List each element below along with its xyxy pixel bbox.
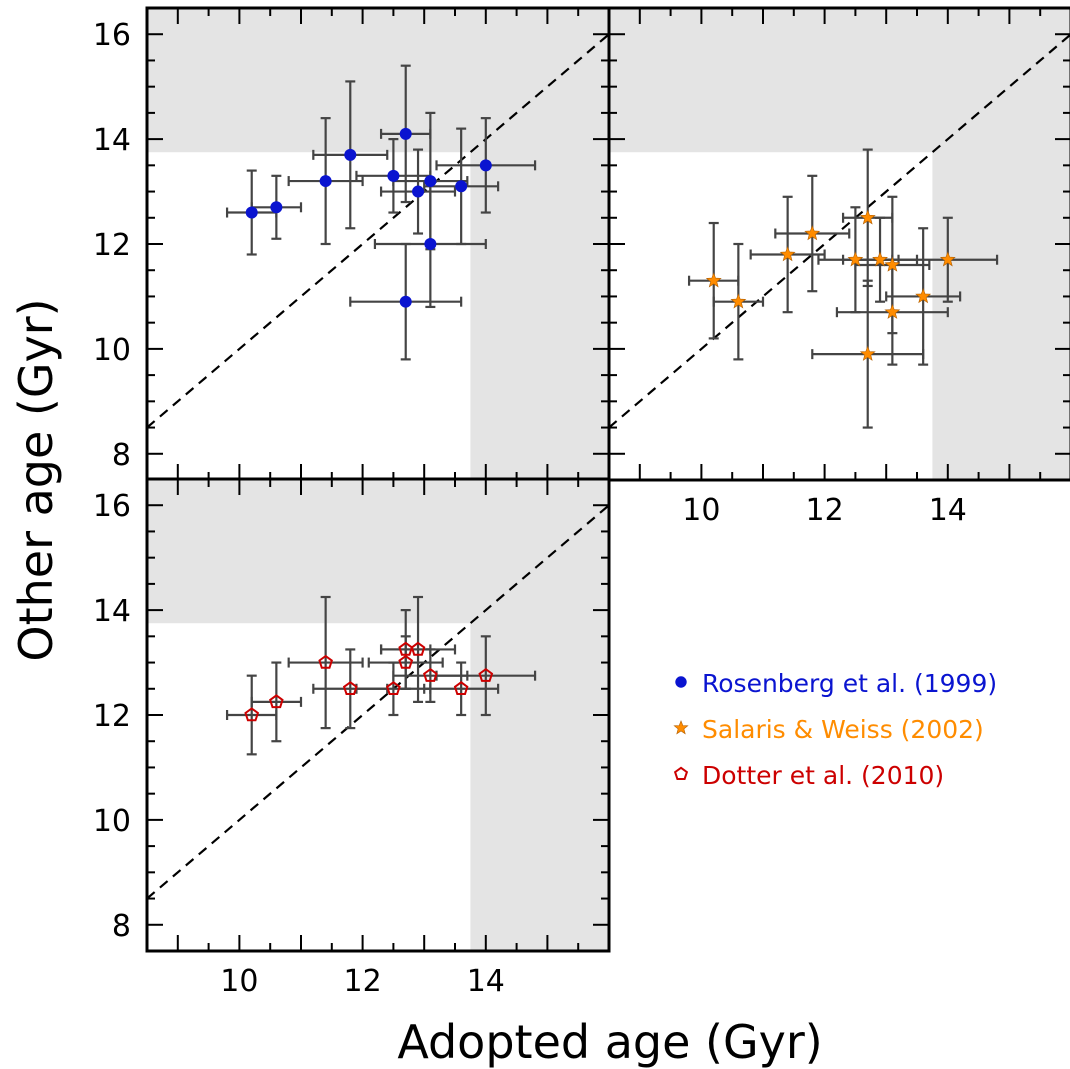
- legend-marker-salaris: [673, 720, 689, 735]
- data-point: [847, 251, 864, 267]
- panel-frame: [607, 6, 1070, 482]
- y-axis-title: Other age (Gyr): [9, 298, 63, 661]
- data-point: [269, 694, 284, 709]
- x-axis-title: Adopted age (Gyr): [397, 1015, 822, 1069]
- y-tick-label: 14: [93, 594, 131, 629]
- legend: Rosenberg et al. (1999) Salaris & Weiss …: [673, 669, 997, 790]
- data-point: [884, 303, 901, 319]
- shade-region-adopted-age: [470, 479, 609, 951]
- legend-marker-symbol: [675, 676, 687, 688]
- data-point: [423, 667, 438, 682]
- data-point: [804, 225, 821, 241]
- panel-plot-area: [147, 479, 609, 951]
- legend-marker-symbol: [673, 720, 689, 735]
- data-point: [319, 175, 332, 188]
- shade-region-adopted-age: [470, 8, 609, 480]
- data-point: [399, 295, 412, 308]
- panel-plot-area: [147, 8, 609, 480]
- data-point: [872, 251, 888, 267]
- legend-item-salaris: Salaris & Weiss (2002): [673, 715, 984, 744]
- data-point: [779, 246, 796, 262]
- data-point: [453, 681, 469, 695]
- x-tick-label: 10: [682, 493, 720, 528]
- data-point: [244, 707, 260, 722]
- error-bar: [379, 595, 457, 703]
- y-tick-label: 10: [93, 333, 131, 368]
- panel-bottom-left: 8 10 12 14 16: [93, 477, 611, 953]
- data-point: [479, 159, 492, 172]
- data-point: [884, 256, 901, 272]
- error-bar: [225, 674, 278, 756]
- legend-label-dotter: Dotter et al. (2010): [702, 761, 944, 790]
- error-bar: [355, 661, 432, 717]
- legend-label-rosenberg: Rosenberg et al. (1999): [702, 669, 997, 698]
- data-point: [859, 209, 876, 225]
- data-point: [730, 293, 747, 309]
- data-point: [344, 148, 357, 161]
- y-tick-label: 8: [112, 438, 131, 473]
- data-point: [455, 180, 468, 193]
- data-point: [478, 667, 494, 682]
- data-point: [424, 238, 437, 250]
- data-point: [410, 641, 426, 656]
- x-tick-label: 12: [806, 493, 844, 528]
- y-tick-label: 14: [93, 123, 131, 158]
- data-point: [399, 127, 412, 140]
- y-tick-label: 8: [112, 909, 131, 944]
- data-point: [387, 169, 400, 182]
- data-point: [859, 345, 876, 361]
- data-point: [386, 681, 401, 695]
- y-tick-label: 16: [93, 489, 131, 524]
- panel-ticks: [609, 8, 1070, 480]
- x-tick-label: 14: [929, 493, 967, 528]
- panels: 8 10 12 14 16 8 10 12 14 16: [93, 6, 1070, 953]
- data-point: [398, 641, 414, 656]
- data-point: [398, 654, 414, 669]
- panel-top-left: 8 10 12 14 16: [93, 6, 611, 482]
- data-point: [412, 185, 425, 198]
- legend-marker-rosenberg: [675, 676, 687, 688]
- x-tick-label: 10: [220, 964, 258, 999]
- y-tick-label: 12: [93, 699, 131, 734]
- error-bar: [250, 661, 303, 743]
- shade-region-adopted-age: [932, 8, 1070, 480]
- x-tick-labels-bottom-left: 10 12 14: [220, 964, 505, 999]
- data-point: [270, 201, 283, 214]
- x-tick-label: 12: [344, 964, 382, 999]
- y-tick-label: 10: [93, 804, 131, 839]
- x-tick-label: 14: [467, 964, 505, 999]
- y-tick-label: 16: [93, 18, 131, 53]
- panel-top-right: [607, 6, 1070, 482]
- legend-item-dotter: Dotter et al. (2010): [673, 761, 944, 790]
- legend-marker-dotter: [673, 766, 689, 780]
- x-tick-labels-top-right: 10 12 14: [682, 493, 967, 528]
- error-bar: [367, 635, 444, 690]
- data-point: [705, 272, 722, 288]
- error-bar: [435, 635, 537, 717]
- data-point: [915, 288, 932, 304]
- data-point: [342, 681, 358, 695]
- legend-item-rosenberg: Rosenberg et al. (1999): [675, 669, 997, 698]
- data-point: [424, 175, 437, 188]
- panel-frame: [145, 477, 611, 953]
- panel-plot-area: [609, 8, 1070, 480]
- data-point: [318, 654, 333, 669]
- legend-label-salaris: Salaris & Weiss (2002): [702, 715, 984, 744]
- y-tick-label: 12: [93, 228, 131, 263]
- data-point: [939, 251, 956, 267]
- data-point: [245, 206, 258, 219]
- legend-marker-symbol: [673, 766, 689, 780]
